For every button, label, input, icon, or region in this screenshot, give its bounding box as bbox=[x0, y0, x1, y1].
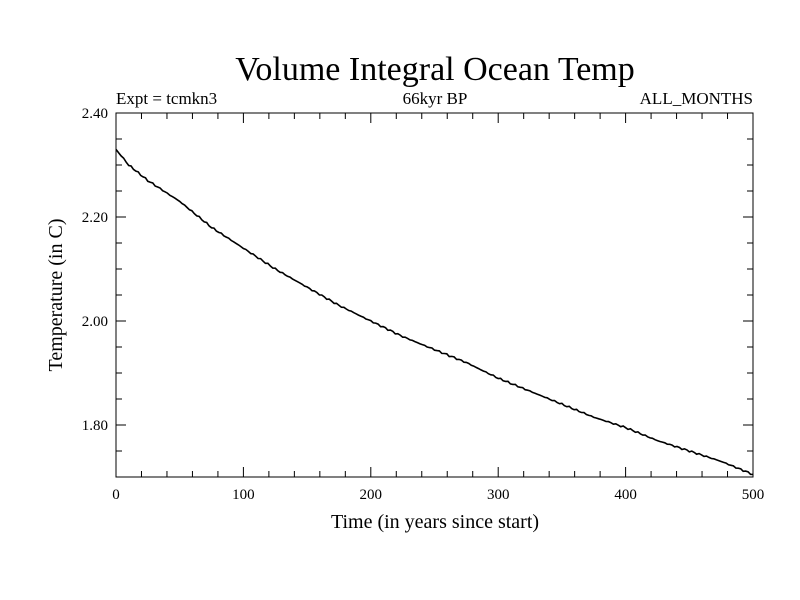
y-axis-label: Temperature (in C) bbox=[45, 219, 67, 372]
y-tick-label: 2.20 bbox=[82, 210, 108, 226]
y-tick-label: 2.00 bbox=[82, 314, 108, 330]
x-axis-label: Time (in years since start) bbox=[331, 511, 539, 533]
x-tick-label: 0 bbox=[112, 487, 120, 503]
x-tick-label: 300 bbox=[487, 487, 510, 503]
x-tick-label: 100 bbox=[232, 487, 255, 503]
subtitle-period: 66kyr BP bbox=[403, 89, 468, 108]
x-tick-label: 200 bbox=[360, 487, 383, 503]
data-series bbox=[115, 148, 754, 476]
x-tick-label: 400 bbox=[614, 487, 637, 503]
y-tick-label: 1.80 bbox=[82, 418, 108, 434]
subtitle-experiment: Expt = tcmkn3 bbox=[116, 89, 217, 108]
temperature-series-line bbox=[115, 148, 754, 476]
chart-title: Volume Integral Ocean Temp bbox=[235, 51, 635, 88]
plot-frame bbox=[115, 112, 754, 478]
x-tick-label: 500 bbox=[742, 487, 765, 503]
y-tick-label: 2.40 bbox=[82, 106, 108, 122]
tick-labels: 0 100 200 300 400 500 1.80 2.00 2.20 2.40 bbox=[82, 106, 765, 503]
tick-marks bbox=[115, 112, 754, 478]
subtitle-months: ALL_MONTHS bbox=[640, 89, 753, 108]
